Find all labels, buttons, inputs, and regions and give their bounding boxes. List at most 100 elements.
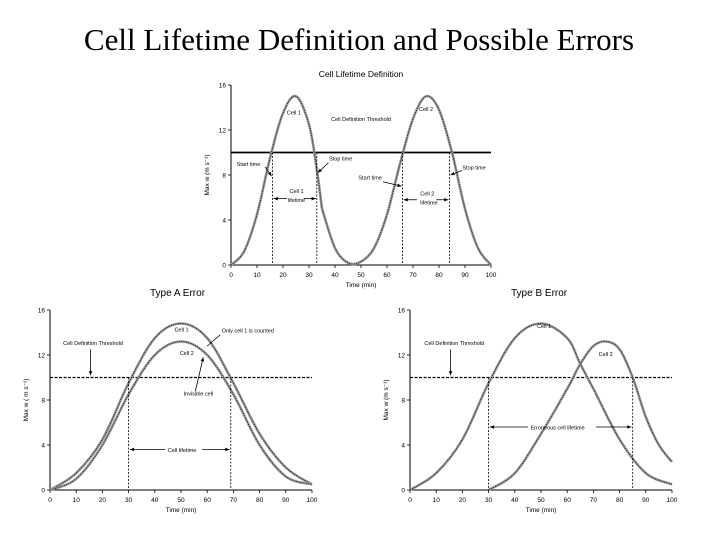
x-tick-label: 90 <box>282 497 290 504</box>
annotation-threshold: Cell Definition Threshold <box>63 341 123 347</box>
annotation-cell-1: Cell 1 <box>287 110 301 116</box>
type-b-error-label: Type B Error <box>511 288 568 299</box>
x-tick-label: 80 <box>256 497 264 504</box>
x-tick-label: 50 <box>357 272 365 279</box>
arrow-invisible-cell-head <box>200 357 205 362</box>
series-band-cell-1 <box>230 94 324 266</box>
x-tick-label: 50 <box>177 497 185 504</box>
x-tick-label: 100 <box>307 497 318 504</box>
x-tick-label: 10 <box>253 272 261 279</box>
arrow-lifetime-1-right-head <box>311 196 316 201</box>
x-tick-label: 30 <box>125 497 133 504</box>
annotation-invisible-cell: Invisible cell <box>184 392 214 398</box>
annotation-cell-2: Cell 2 <box>599 352 613 358</box>
arrow-stop-time-1-head <box>317 168 323 173</box>
arrow-lifetime-2-left-head <box>403 197 408 202</box>
y-tick-label: 8 <box>401 398 405 405</box>
x-axis-label: Time (min) <box>166 507 197 514</box>
annotation-cell-1-lifetime-b: lifetime <box>288 198 305 204</box>
chart-type-a-error: 0 10 20 30 40 50 60 70 80 90 100 0 4 8 12 16 Time (min) M… <box>23 308 318 515</box>
annotation-cell-2-lifetime-a: Cell 2 <box>420 191 434 197</box>
series-line-cell-1 <box>409 323 673 491</box>
y-tick-label: 12 <box>38 353 46 360</box>
x-axis-label: Time (min) <box>526 507 557 514</box>
x-tick-label: 20 <box>279 272 287 279</box>
annotation-cell-2: Cell 2 <box>419 107 433 113</box>
chart-title: Cell Lifetime Definition <box>319 69 404 79</box>
y-tick-label: 12 <box>398 353 406 360</box>
chart-cell-lifetime-definition: 0 10 20 30 40 50 60 70 80 90 100 0 4 8 12 16 Time (min) M… <box>204 69 497 289</box>
x-tick-label: 70 <box>230 497 238 504</box>
page-title: Cell Lifetime Definition and Possible Er… <box>83 22 635 57</box>
arrow-threshold-head <box>88 371 93 376</box>
x-tick-label: 10 <box>73 497 81 504</box>
x-tick-label: 80 <box>616 497 624 504</box>
series-line-cell-2 <box>49 341 313 491</box>
x-tick-label: 100 <box>486 272 497 279</box>
annotation-stop-time-2: Stop time <box>462 165 485 171</box>
series-line-cell-1 <box>49 323 313 491</box>
annotation-threshold: Cell Definition Threshold <box>424 341 484 347</box>
x-tick-label: 60 <box>564 497 572 504</box>
series-band-cell-2 <box>49 340 313 492</box>
arrow-invisible-cell <box>195 357 204 392</box>
annotation-cell-1: Cell 1 <box>537 324 551 330</box>
x-tick-label: 100 <box>667 497 678 504</box>
arrow-erroneous-left-head <box>489 425 495 429</box>
arrow-start-time-2-head <box>397 183 402 187</box>
x-tick-label: 0 <box>408 497 412 504</box>
annotation-cell-1: Cell 1 <box>174 327 188 333</box>
annotation-only-cell-1-counted: Only cell 1 is counted <box>222 329 274 335</box>
x-tick-label: 60 <box>204 497 212 504</box>
arrow-threshold-head <box>448 371 453 376</box>
arrow-lifetime-2-right-head <box>444 197 449 202</box>
x-tick-label: 0 <box>229 272 233 279</box>
y-tick-label: 16 <box>38 308 46 315</box>
arrow-lifetime-left-head <box>129 447 135 452</box>
arrow-lifetime-right-head <box>225 447 230 452</box>
y-tick-label: 12 <box>219 128 227 135</box>
y-tick-label: 16 <box>219 83 227 90</box>
arrow-start-time-1-head <box>267 171 272 177</box>
annotation-start-time-1: Start time <box>237 162 261 168</box>
x-tick-label: 90 <box>642 497 650 504</box>
x-tick-label: 60 <box>383 272 391 279</box>
x-tick-label: 20 <box>99 497 107 504</box>
annotation-threshold: Cell Definition Threshold <box>331 117 391 123</box>
arrow-stop-time-2-head <box>450 171 455 176</box>
x-tick-label: 0 <box>48 497 52 504</box>
y-tick-label: 0 <box>41 488 45 495</box>
x-tick-label: 10 <box>433 497 441 504</box>
y-axis-label: Max w (m s⁻¹) <box>383 380 390 421</box>
y-tick-label: 0 <box>222 263 226 270</box>
y-tick-label: 8 <box>222 173 226 180</box>
y-tick-label: 4 <box>41 443 45 450</box>
x-tick-label: 50 <box>537 497 545 504</box>
y-axis-label: Max w ( m s⁻¹) <box>23 379 30 422</box>
y-tick-label: 16 <box>398 308 406 315</box>
series-line-cell-1 <box>230 95 323 266</box>
annotation-erroneous-lifetime: Erroneous cell lifetime <box>531 425 585 431</box>
y-tick-label: 0 <box>401 488 405 495</box>
y-axis-label: Max w (m s⁻¹) <box>204 155 211 196</box>
x-tick-label: 70 <box>409 272 417 279</box>
arrow-erroneous-right-head <box>627 425 632 429</box>
series-line-cell-2 <box>488 340 673 491</box>
type-a-error-label: Type A Error <box>150 288 206 299</box>
y-tick-label: 8 <box>41 398 45 405</box>
annotation-stop-time-1: Stop time <box>329 156 352 162</box>
x-tick-label: 70 <box>590 497 598 504</box>
leader-only-cell-1 <box>206 334 221 347</box>
x-tick-label: 40 <box>151 497 159 504</box>
series-line-cell-2 <box>321 95 492 266</box>
x-tick-label: 30 <box>485 497 493 504</box>
x-tick-label: 40 <box>511 497 519 504</box>
x-tick-label: 80 <box>435 272 443 279</box>
y-tick-label: 4 <box>222 218 226 225</box>
y-tick-label: 4 <box>401 443 405 450</box>
x-tick-label: 30 <box>305 272 313 279</box>
annotation-cell-1-lifetime-a: Cell 1 <box>290 189 304 195</box>
chart-type-b-error: 0 10 20 30 40 50 60 70 80 90 100 0 4 8 12 16 Time (min) M… <box>383 308 678 515</box>
annotation-cell-lifetime: Cell lifetime <box>168 448 196 454</box>
